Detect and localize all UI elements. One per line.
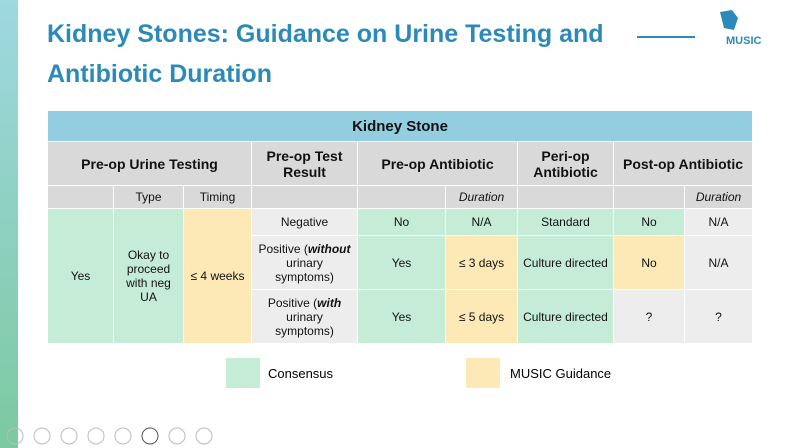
slides-button[interactable]: [87, 427, 105, 445]
group-header: Post-op Antibiotic: [613, 141, 753, 186]
title-rule: [637, 36, 695, 38]
text: urinary symptoms): [275, 255, 334, 284]
cell: N/A: [684, 208, 753, 236]
emphasis: without: [307, 241, 351, 256]
cell: No: [613, 235, 685, 290]
cell: [357, 185, 446, 209]
emphasis: with: [317, 295, 342, 310]
slide-title: Kidney Stones: Guidance on Urine Testing…: [47, 20, 604, 88]
group-header: Peri-op Antibiotic: [517, 141, 614, 186]
text: Positive (: [258, 241, 308, 256]
subheader: Duration: [684, 185, 753, 209]
text: Positive (: [267, 295, 318, 310]
cell: Standard: [517, 208, 614, 236]
cell: Yes: [357, 235, 446, 290]
cell: Culture directed: [517, 235, 614, 290]
legend-label: Consensus: [268, 366, 334, 381]
prev-button[interactable]: [6, 427, 24, 445]
next-button[interactable]: [33, 427, 51, 445]
cell: ≤ 5 days: [445, 289, 518, 344]
subheader: Type: [113, 185, 184, 209]
cell: [613, 185, 685, 209]
cell: [517, 185, 614, 209]
cell: ?: [613, 289, 685, 344]
legend-swatch: [226, 358, 260, 388]
cell: Positive (without urinary symptoms): [251, 235, 358, 290]
camera-button[interactable]: [168, 427, 186, 445]
cell: ≤ 3 days: [445, 235, 518, 290]
logo: MUSIC: [720, 10, 762, 47]
cell: No: [357, 208, 446, 236]
cell: [251, 185, 358, 209]
subheader: Timing: [183, 185, 252, 209]
subtitle-button[interactable]: [141, 427, 159, 445]
cell: Okay to proceed with neg UA: [113, 208, 184, 344]
presenter-toolbar: [6, 427, 213, 445]
cell: ≤ 4 weeks: [183, 208, 252, 344]
group-header: Pre-op Test Result: [251, 141, 358, 186]
logo-text: MUSIC: [726, 35, 762, 47]
cell: Culture directed: [517, 289, 614, 344]
cell: Yes: [47, 208, 114, 344]
more-button[interactable]: [195, 427, 213, 445]
cell: N/A: [684, 235, 753, 290]
cell: [47, 185, 114, 209]
legend-swatch: [466, 358, 500, 388]
cell: N/A: [445, 208, 518, 236]
legend-label: MUSIC Guidance: [510, 366, 612, 381]
cell: No: [613, 208, 685, 236]
guidance-table: Kidney Stone Pre-op Urine Testing Pre-op…: [47, 110, 753, 344]
zoom-button[interactable]: [114, 427, 132, 445]
cell: ?: [684, 289, 753, 344]
cell: Positive (with urinary symptoms): [251, 289, 358, 344]
text: urinary symptoms): [275, 309, 334, 338]
subheader: Duration: [445, 185, 518, 209]
table-caption: Kidney Stone: [47, 110, 753, 142]
pen-button[interactable]: [60, 427, 78, 445]
cell: Yes: [357, 289, 446, 344]
cell: Negative: [251, 208, 358, 236]
group-header: Pre-op Antibiotic: [357, 141, 518, 186]
group-header: Pre-op Urine Testing: [47, 141, 252, 186]
accent-stripe: [0, 0, 18, 448]
